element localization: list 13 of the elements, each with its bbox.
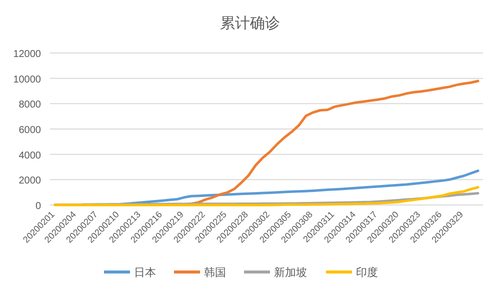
legend-label: 新加坡 [274, 266, 307, 279]
legend-label: 日本 [134, 266, 156, 279]
y-tick-label: 6000 [18, 125, 42, 136]
y-tick-label: 10000 [13, 74, 42, 86]
legend-label: 韩国 [204, 266, 226, 279]
legend-label: 印度 [356, 266, 378, 279]
y-tick-label: 8000 [18, 100, 42, 111]
line-series [54, 186, 480, 206]
y-tick-label: 0 [35, 201, 42, 212]
y-tick-label: 2000 [18, 176, 42, 187]
chart-title: 累计确诊 [220, 15, 280, 32]
y-tick-label: 4000 [18, 150, 42, 162]
y-tick-label: 12000 [13, 49, 42, 60]
